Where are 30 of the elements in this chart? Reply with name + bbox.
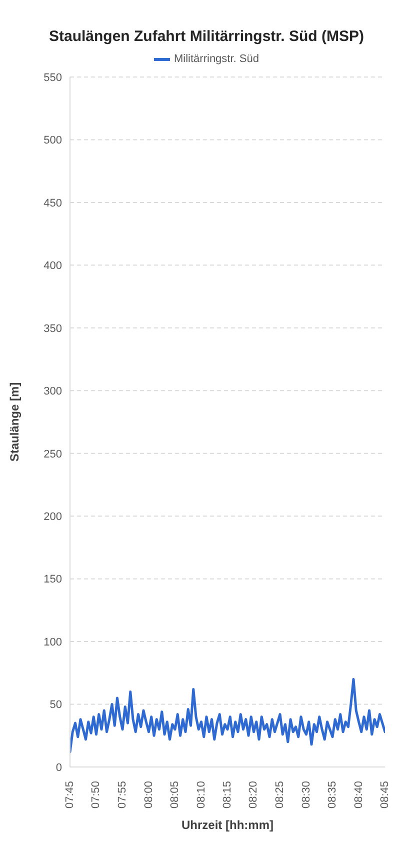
x-tick-label: 08:20 [248,781,260,809]
y-tick-label: 250 [44,448,62,460]
x-tick-label: 07:45 [64,781,76,809]
x-tick-label: 08:10 [195,781,208,809]
y-tick-label: 550 [44,72,62,84]
y-tick-label: 200 [44,510,62,523]
legend-label: Militärringstr. Süd [174,53,259,65]
y-tick-label: 450 [44,197,62,210]
y-axis-title: Staulänge [m] [7,382,22,462]
y-tick-label: 500 [44,134,62,147]
x-axis-title: Uhrzeit [hh:mm] [182,818,274,832]
x-tick-label: 08:30 [300,781,312,809]
y-tick-label: 400 [44,260,62,272]
y-tick-label: 150 [44,574,62,586]
y-tick-label: 100 [44,636,62,648]
line-series [70,678,385,754]
y-tick-label: 350 [44,322,62,335]
x-tick-label: 07:55 [116,781,129,809]
x-tick-label: 07:50 [90,781,102,809]
x-tick-label: 08:15 [222,781,234,809]
x-tick-label: 08:25 [274,781,286,809]
x-tick-label: 08:35 [326,781,338,809]
chart-title: Staulängen Zufahrt Militärringstr. Süd (MSP) [48,27,365,45]
x-tick-label: 08:45 [379,781,391,809]
x-tick-label: 08:00 [142,781,155,809]
x-tick-label: 08:40 [352,781,365,809]
y-tick-label: 50 [50,699,62,712]
x-tick-label: 08:05 [168,781,181,809]
y-tick-label: 0 [56,762,62,774]
y-tick-label: 300 [44,386,62,398]
